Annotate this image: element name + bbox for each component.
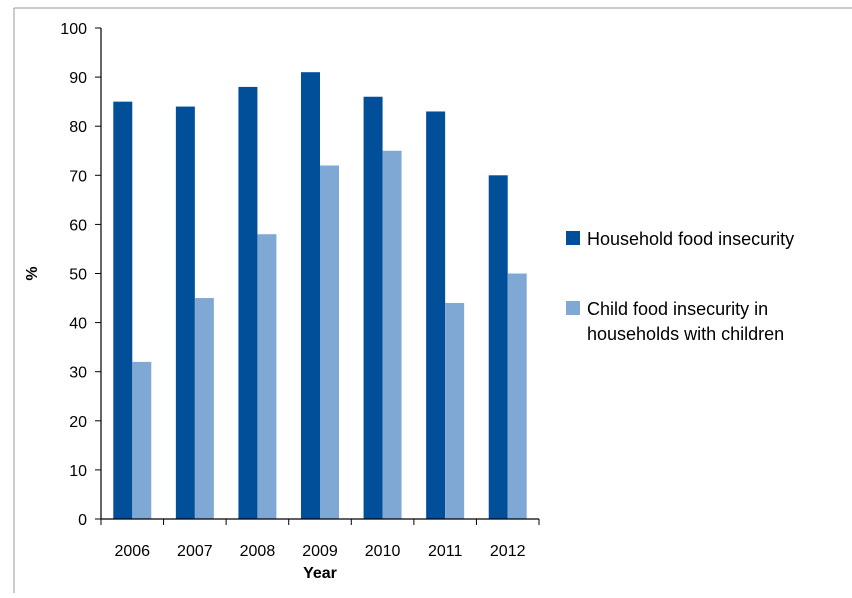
y-tick-label: 60 [69,217,87,234]
x-tick-label-2006: 2006 [114,543,150,560]
bar-series-2-2011 [445,302,465,519]
x-axis-title: Year [303,565,337,582]
bar-series-1-2008 [238,86,258,520]
y-tick-labels: 0 10 20 30 40 50 60 70 80 90 100 [60,21,87,529]
bar-series-1-2011 [426,111,446,519]
y-tick-label: 10 [69,463,87,480]
y-tick-label: 50 [69,267,87,284]
axes [95,27,540,525]
x-tick-label-2010: 2010 [365,543,401,560]
bar-series-2-2012 [507,273,527,519]
legend-label-2: Child food insecurity in [587,299,768,319]
bar-series-2-2006 [132,361,152,519]
y-tick-label: 40 [69,316,87,333]
x-tick-label-2007: 2007 [177,543,213,560]
x-tick-label-2011: 2011 [428,543,463,560]
legend-label-1: Household food insecurity [587,229,794,249]
bar-series-1-2009 [301,72,320,519]
bar-series-1-2012 [488,175,508,520]
bar-series-2-2008 [257,234,277,519]
y-tick-label: 20 [69,414,87,431]
y-tick-label: 90 [69,70,87,87]
y-tick-label: 0 [78,512,87,529]
bar-series-2-2007 [194,298,214,519]
y-tick-label: 100 [60,21,87,38]
y-tick-label: 70 [69,168,87,185]
bar-series-1-2010 [363,96,383,520]
y-tick-label: 30 [69,365,87,382]
bar-series-2-2010 [382,150,402,519]
bar-series-2-2009 [320,165,339,520]
bar-series-1-2007 [175,106,195,519]
legend-swatch-1 [566,231,580,245]
x-tick-label-2012: 2012 [490,543,526,560]
frame-border [13,7,852,593]
x-tick-labels: 2006 2007 2008 2009 2010 2011 2012 [114,543,525,560]
x-tick-label-2009: 2009 [302,543,338,560]
bars [113,72,527,520]
legend-label-2: households with children [587,324,784,344]
legend: Household food insecurity Child food inse… [566,229,794,344]
y-axis-title: % [24,266,41,280]
bar-series-1-2006 [113,101,133,520]
y-tick-label: 80 [69,119,87,136]
legend-swatch-2 [566,301,580,315]
x-tick-label-2008: 2008 [240,543,276,560]
